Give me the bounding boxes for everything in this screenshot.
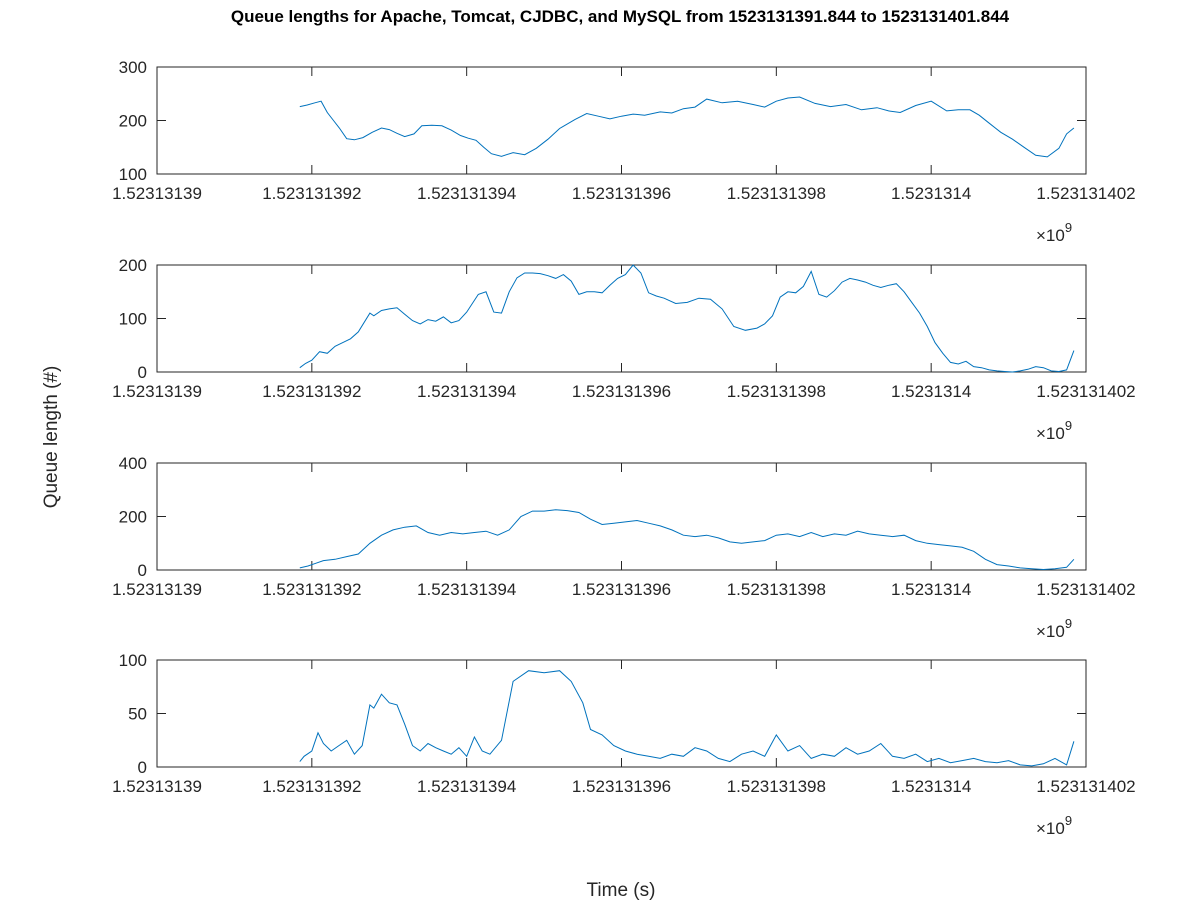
x-tick-label: 1.523131402 [1036,184,1135,203]
x-tick-label: 1.523131398 [727,382,826,401]
y-tick-label: 200 [119,508,147,527]
x-exponent-label: ×109 [1036,220,1072,245]
x-exponent-label: ×109 [1036,418,1072,443]
y-tick-label: 0 [138,561,147,580]
x-tick-label: 1.52313139 [112,777,202,796]
y-tick-label: 400 [119,454,147,473]
x-exponent-label: ×109 [1036,616,1072,641]
x-tick-label: 1.52313139 [112,184,202,203]
x-tick-label: 1.523131402 [1036,382,1135,401]
x-tick-label: 1.52313139 [112,382,202,401]
subplot-cjdbc: 1.52313139 1.523131392 1.523131394 1.523131… [112,454,1136,641]
subplot-apache: 1.52313139 1.523131392 1.523131394 1.523131… [112,58,1136,245]
series-line-mysql [299,670,1075,767]
subplot-tomcat: 1.52313139 1.523131392 1.523131394 1.523131… [112,256,1136,443]
x-tick-label: 1.523131398 [727,184,826,203]
x-tick-label: 1.523131398 [727,580,826,599]
x-tick-label: 1.5231314 [891,382,971,401]
y-tick-label: 100 [119,651,147,670]
y-tick-label: 0 [138,363,147,382]
x-tick-label: 1.523131392 [262,580,361,599]
y-axis-label: Queue length (#) [41,366,62,509]
x-tick-label: 1.523131396 [572,777,671,796]
x-tick-label: 1.523131392 [262,184,361,203]
x-tick-label: 1.52313139 [112,580,202,599]
x-tick-label: 1.523131402 [1036,777,1135,796]
y-tick-label: 200 [119,256,147,275]
x-tick-label: 1.5231314 [891,777,971,796]
y-tick-label: 0 [138,758,147,777]
x-axis-label: Time (s) [587,880,656,900]
series-line-tomcat [299,264,1075,373]
y-tick-label: 50 [128,705,147,724]
x-tick-label: 1.523131394 [417,184,516,203]
x-exponent-label: ×109 [1036,813,1072,838]
axes-frame [156,462,1087,571]
x-tick-label: 1.523131392 [262,777,361,796]
x-tick-label: 1.523131396 [572,580,671,599]
x-tick-label: 1.523131402 [1036,580,1135,599]
x-tick-label: 1.523131396 [572,382,671,401]
series-line-cjdbc [299,509,1075,571]
x-tick-label: 1.523131394 [417,777,516,796]
figure-title: Queue lengths for Apache, Tomcat, CJDBC,… [231,7,1010,26]
x-tick-label: 1.523131394 [417,580,516,599]
subplot-mysql: 1.52313139 1.523131392 1.523131394 1.523131… [112,651,1136,838]
x-tick-label: 1.523131398 [727,777,826,796]
series-line-apache [299,96,1075,158]
y-tick-label: 100 [119,165,147,184]
x-tick-label: 1.5231314 [891,580,971,599]
y-tick-label: 200 [119,112,147,131]
x-tick-label: 1.5231314 [891,184,971,203]
x-tick-label: 1.523131392 [262,382,361,401]
axes-frame [156,659,1087,768]
y-tick-label: 100 [119,310,147,329]
y-tick-label: 300 [119,58,147,77]
x-tick-label: 1.523131396 [572,184,671,203]
x-tick-label: 1.523131394 [417,382,516,401]
axes-frame [156,264,1087,373]
axes-frame [156,66,1087,175]
